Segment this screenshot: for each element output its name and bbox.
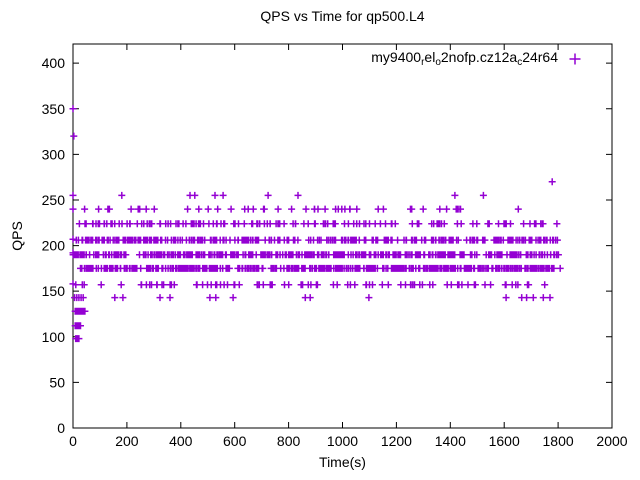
x-tick-label: 1200 (381, 433, 412, 449)
y-tick-label: 150 (42, 283, 66, 299)
x-tick-label: 600 (223, 433, 247, 449)
y-tick-label: 200 (42, 238, 66, 254)
legend-label-segment: 2nofp.cz12a (440, 49, 518, 65)
y-axis-label: QPS (9, 221, 25, 251)
legend-label-segment: 24r64 (522, 49, 558, 65)
y-tick-label: 250 (42, 192, 66, 208)
y-tick-label: 350 (42, 101, 66, 117)
x-tick-label: 0 (69, 433, 77, 449)
axis-ticks (72, 44, 613, 429)
legend-label-subscript: o (435, 57, 441, 68)
y-tick-label: 100 (42, 329, 66, 345)
legend-plus-marker (569, 53, 581, 64)
legend-label-subscript: c (517, 57, 523, 68)
y-tick-label: 300 (42, 146, 66, 162)
y-tick-label: 400 (42, 55, 66, 71)
x-tick-label: 1600 (489, 433, 520, 449)
x-tick-label: 800 (277, 433, 301, 449)
x-tick-label: 1000 (327, 433, 358, 449)
x-tick-label: 1400 (435, 433, 466, 449)
x-tick-label: 400 (169, 433, 193, 449)
x-axis-label: Time(s) (319, 454, 366, 470)
scatter-points (69, 105, 564, 343)
legend-series-label: my9400relo2nofp.cz12ac24r64 (371, 49, 558, 68)
legend-label-subscript: r (421, 57, 425, 68)
legend-label-segment: el (424, 49, 436, 65)
y-tick-label: 50 (49, 374, 65, 390)
plus-marker-icon (569, 53, 581, 64)
plot-frame (72, 43, 613, 429)
chart-title: QPS vs Time for qp500.L4 (260, 8, 425, 24)
legend: my9400relo2nofp.cz12ac24r64 (371, 49, 582, 68)
x-tick-label: 2000 (596, 433, 627, 449)
legend-label-segment: my9400 (371, 49, 422, 65)
x-tick-label: 200 (115, 433, 139, 449)
y-tick-label: 0 (57, 420, 65, 436)
x-tick-label: 1800 (543, 433, 574, 449)
